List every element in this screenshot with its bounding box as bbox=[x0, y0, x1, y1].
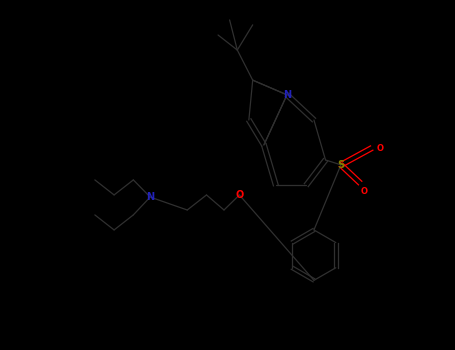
Text: S: S bbox=[337, 160, 344, 170]
Text: O: O bbox=[235, 190, 243, 200]
Text: O: O bbox=[377, 144, 384, 153]
Text: N: N bbox=[146, 192, 154, 202]
Text: O: O bbox=[360, 187, 367, 196]
Text: N: N bbox=[283, 90, 291, 100]
